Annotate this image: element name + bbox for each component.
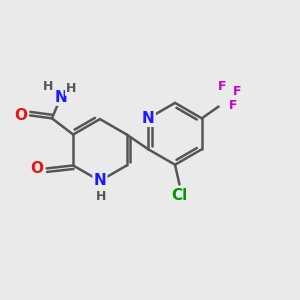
Text: F: F	[218, 80, 227, 93]
Text: H: H	[66, 82, 76, 95]
Text: O: O	[31, 161, 44, 176]
Text: H: H	[43, 80, 54, 93]
Text: N: N	[142, 111, 155, 126]
Text: N: N	[54, 90, 67, 105]
Text: N: N	[94, 173, 106, 188]
Text: F: F	[229, 100, 237, 112]
Text: H: H	[96, 190, 106, 203]
Text: Cl: Cl	[171, 188, 188, 202]
Text: O: O	[15, 108, 28, 123]
Text: F: F	[233, 85, 242, 98]
